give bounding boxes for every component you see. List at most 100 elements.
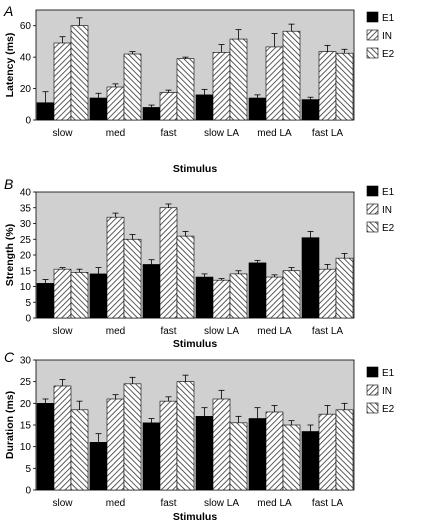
y-tick-label: 30 xyxy=(20,356,32,367)
x-tick-label: slow LA xyxy=(204,326,239,337)
bar-e2 xyxy=(229,38,248,121)
bar-e2 xyxy=(282,270,301,319)
panel-letter: C xyxy=(4,349,15,365)
bar-e2 xyxy=(335,52,354,121)
x-tick-label: med LA xyxy=(257,326,292,337)
bar-e1 xyxy=(142,107,161,121)
bar-in xyxy=(106,216,125,319)
legend-label: E2 xyxy=(382,223,395,234)
bar-e2 xyxy=(176,381,195,491)
x-tick-label: med LA xyxy=(257,498,292,509)
panel-letter: A xyxy=(3,3,13,19)
legend-label: IN xyxy=(382,31,392,42)
x-tick-label: slow xyxy=(52,326,73,337)
x-tick-label: slow LA xyxy=(204,498,239,509)
y-tick-label: 40 xyxy=(20,188,32,199)
x-tick-label: med xyxy=(106,128,125,139)
bar-e1 xyxy=(195,94,214,121)
bar-e2 xyxy=(229,273,248,319)
bar-e1 xyxy=(301,431,320,491)
bar-e1 xyxy=(248,418,267,491)
y-tick-label: 25 xyxy=(20,377,32,388)
bar-e1 xyxy=(301,99,320,121)
x-tick-label: med LA xyxy=(257,128,292,139)
y-tick-label: 30 xyxy=(20,219,32,230)
bar-e1 xyxy=(142,264,161,319)
x-tick-label: fast LA xyxy=(312,498,343,509)
plot-area xyxy=(35,9,355,121)
bar-e2 xyxy=(282,424,301,491)
legend-swatch-in xyxy=(366,203,379,215)
x-tick-label: fast xyxy=(160,326,176,337)
y-tick-label: 20 xyxy=(20,251,32,262)
x-tick-label: slow xyxy=(52,498,73,509)
legend-label: E1 xyxy=(382,13,395,24)
bar-in xyxy=(212,52,231,121)
legend-label: E2 xyxy=(382,404,395,415)
bar-e2 xyxy=(70,272,89,319)
legend-label: E1 xyxy=(382,368,395,379)
x-tick-label: slow LA xyxy=(204,128,239,139)
legend-label: IN xyxy=(382,386,392,397)
legend-label: E2 xyxy=(382,49,395,60)
bar-e1 xyxy=(36,102,55,121)
bar-in xyxy=(159,92,178,121)
plot-area xyxy=(35,359,355,491)
x-axis-label: Stimulus xyxy=(173,163,217,175)
x-tick-label: slow xyxy=(52,128,73,139)
plot-area xyxy=(35,191,355,319)
y-tick-label: 35 xyxy=(20,203,32,214)
bar-in xyxy=(265,276,284,319)
bar-e1 xyxy=(89,442,108,491)
legend-swatch-e2 xyxy=(366,221,379,233)
y-tick-label: 40 xyxy=(20,53,32,64)
x-tick-label: fast xyxy=(160,498,176,509)
bar-in xyxy=(159,400,178,491)
bar-e1 xyxy=(89,273,108,319)
bar-in xyxy=(106,398,125,491)
bar-in xyxy=(318,51,337,121)
y-tick-label: 5 xyxy=(25,298,31,309)
bar-in xyxy=(53,42,72,121)
bar-in xyxy=(212,398,231,491)
y-axis-label: Duration (ms) xyxy=(4,391,16,459)
x-tick-label: fast LA xyxy=(312,128,343,139)
bar-e2 xyxy=(176,58,195,121)
bar-in xyxy=(212,279,231,319)
bar-e1 xyxy=(301,237,320,319)
bar-in xyxy=(53,385,72,491)
bar-e2 xyxy=(70,25,89,121)
bar-e2 xyxy=(123,238,142,319)
bar-e1 xyxy=(248,262,267,319)
x-axis-label: Stimulus xyxy=(173,511,217,523)
y-axis-label: Strength (%) xyxy=(4,224,16,286)
panel-b: B 0 5 10 15 20 25 30 35 40 Strength (%) slow med fast… xyxy=(4,176,395,350)
bar-e1 xyxy=(89,97,108,121)
y-tick-label: 20 xyxy=(20,84,32,95)
bar-e1 xyxy=(195,416,214,491)
y-tick-label: 20 xyxy=(20,399,32,410)
bar-e2 xyxy=(176,235,195,319)
legend-swatch-in xyxy=(366,384,379,396)
bar-e2 xyxy=(229,422,248,491)
legend-swatch-e2 xyxy=(366,402,379,414)
x-tick-label: fast xyxy=(160,128,176,139)
bar-in xyxy=(265,411,284,491)
bar-e1 xyxy=(195,276,214,319)
legend-swatch-e1 xyxy=(366,185,379,197)
legend-label: E1 xyxy=(382,187,395,198)
y-tick-label: 10 xyxy=(20,282,32,293)
bar-e1 xyxy=(248,97,267,121)
bar-e2 xyxy=(70,409,89,491)
panel-letter: B xyxy=(4,176,13,192)
legend-label: IN xyxy=(382,205,392,216)
x-tick-label: med xyxy=(106,326,125,337)
y-tick-label: 5 xyxy=(25,464,31,475)
y-tick-label: 15 xyxy=(20,421,32,432)
y-tick-label: 10 xyxy=(20,442,32,453)
y-tick-label: 0 xyxy=(25,314,31,325)
y-tick-label: 60 xyxy=(20,21,32,32)
y-tick-label: 15 xyxy=(20,266,32,277)
bar-in xyxy=(318,268,337,319)
